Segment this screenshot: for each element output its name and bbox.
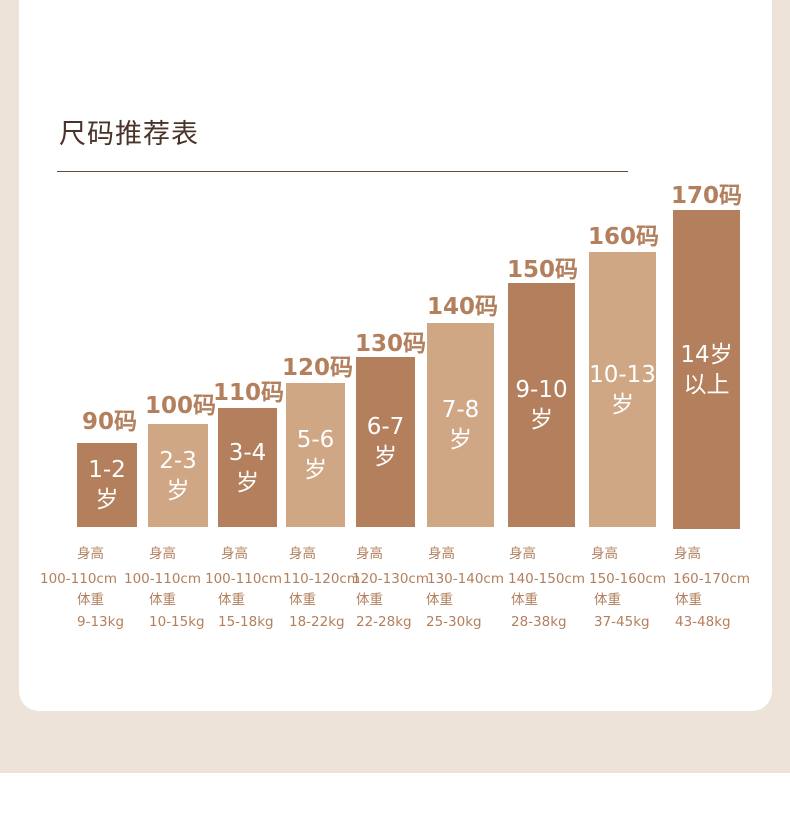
weight-range: 37-45kg: [594, 614, 650, 630]
weight-label: 体重: [149, 592, 176, 608]
size-label: 140码: [427, 294, 499, 320]
size-bar: 7-8 岁: [427, 323, 494, 527]
height-label: 身高: [356, 546, 383, 562]
size-label: 160码: [588, 224, 660, 250]
size-label: 150码: [507, 257, 579, 283]
weight-label: 体重: [77, 592, 104, 608]
size-label: 110码: [213, 380, 285, 406]
height-label: 身高: [221, 546, 248, 562]
height-range: 100-110cm: [40, 571, 117, 587]
height-range: 130-140cm: [427, 571, 504, 587]
size-label: 90码: [82, 409, 138, 435]
weight-range: 9-13kg: [77, 614, 125, 630]
weight-label: 体重: [594, 592, 621, 608]
weight-label: 体重: [426, 592, 453, 608]
weight-range: 28-38kg: [511, 614, 567, 630]
height-range: 120-130cm: [352, 571, 429, 587]
weight-label: 体重: [675, 592, 702, 608]
size-bar: 5-6 岁: [286, 383, 345, 527]
weight-range: 43-48kg: [675, 614, 731, 630]
height-range: 100-110cm: [124, 571, 201, 587]
size-label: 120码: [282, 355, 354, 381]
size-label: 130码: [355, 331, 427, 357]
size-bar: 6-7 岁: [356, 357, 415, 527]
size-bar: 1-2 岁: [77, 443, 137, 527]
size-bar: 10-13 岁: [589, 252, 656, 527]
weight-label: 体重: [356, 592, 383, 608]
weight-range: 10-15kg: [149, 614, 205, 630]
height-range: 150-160cm: [589, 571, 666, 587]
size-bar: 9-10 岁: [508, 283, 575, 527]
height-range: 100-110cm: [205, 571, 282, 587]
title-divider: [57, 171, 628, 172]
height-range: 110-120cm: [283, 571, 360, 587]
height-label: 身高: [149, 546, 176, 562]
weight-range: 15-18kg: [218, 614, 274, 630]
weight-label: 体重: [289, 592, 316, 608]
weight-label: 体重: [511, 592, 538, 608]
weight-range: 25-30kg: [426, 614, 482, 630]
height-label: 身高: [77, 546, 104, 562]
height-label: 身高: [428, 546, 455, 562]
height-label: 身高: [289, 546, 316, 562]
size-bar: 3-4 岁: [218, 408, 277, 527]
height-range: 160-170cm: [673, 571, 750, 587]
size-label: 170码: [671, 183, 743, 209]
height-range: 140-150cm: [508, 571, 585, 587]
height-label: 身高: [674, 546, 701, 562]
page-title: 尺码推荐表: [59, 119, 199, 150]
size-bar: 2-3 岁: [148, 424, 208, 527]
weight-range: 22-28kg: [356, 614, 412, 630]
weight-range: 18-22kg: [289, 614, 345, 630]
size-label: 100码: [145, 393, 217, 419]
height-label: 身高: [509, 546, 536, 562]
height-label: 身高: [591, 546, 618, 562]
weight-label: 体重: [218, 592, 245, 608]
size-bar: 14岁 以上: [673, 210, 740, 529]
